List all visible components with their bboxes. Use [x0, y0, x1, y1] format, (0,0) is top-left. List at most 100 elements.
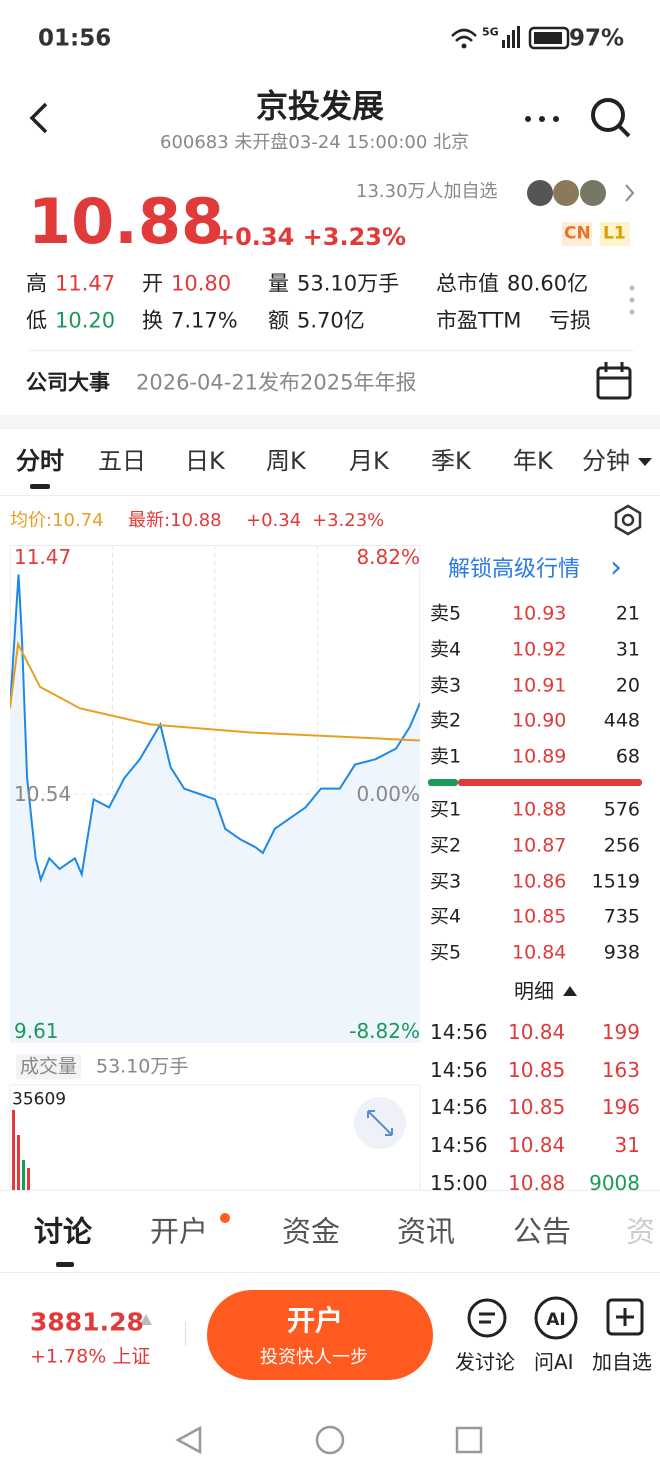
- trade-qty: 9008: [589, 1170, 640, 1195]
- book-price: 10.92: [512, 638, 567, 661]
- chevron[interactable]: ›: [610, 550, 622, 585]
- trade-time: 14:56: [430, 1133, 488, 1158]
- chart-tab: 分钟: [582, 447, 630, 475]
- button-sub: 投资快人一步: [260, 1347, 368, 1368]
- stat-value: 10.80: [171, 271, 232, 296]
- trades-title: 明细: [514, 979, 554, 1003]
- title: 京投发展: [256, 87, 385, 125]
- book-qty: 20: [615, 674, 640, 697]
- latest-price: 最新:10.88: [128, 510, 222, 531]
- y2-tick-label: 8.82%: [356, 545, 420, 569]
- network: 5G: [482, 25, 499, 39]
- book-price: 10.88: [512, 798, 567, 821]
- status-time: 01:56: [38, 25, 112, 52]
- price-line: [10, 574, 420, 883]
- y-tick-label: 9.61: [14, 1019, 59, 1043]
- book-qty: 31: [615, 638, 640, 661]
- book-price: 10.89: [512, 745, 567, 768]
- subtitle: 600683 未开盘03-24 15:00:00 北京: [160, 132, 470, 153]
- book-price: 10.87: [512, 834, 567, 857]
- y-tick-label: 11.47: [14, 545, 72, 569]
- trade-qty: 163: [601, 1057, 640, 1082]
- trade-price: 10.85: [508, 1095, 566, 1120]
- index-change: +1.78% 上证: [30, 1345, 151, 1368]
- stat-label: 换: [142, 308, 163, 333]
- book-price: 10.84: [512, 941, 567, 964]
- book-qty: 256: [603, 834, 640, 857]
- trade-price: 10.88: [508, 1170, 566, 1195]
- chart-tab: 年K: [513, 447, 553, 475]
- stat-label: 量: [268, 271, 289, 296]
- price-area: [10, 574, 420, 1043]
- stat-label: 开: [142, 271, 163, 296]
- open-account-button: 开户: [287, 1304, 344, 1337]
- book-label: 买5: [430, 941, 462, 964]
- book-price: 10.85: [512, 905, 567, 928]
- trade-price: 10.85: [508, 1057, 566, 1082]
- index-value: 3881.28: [30, 1307, 144, 1337]
- trade-time: 14:56: [430, 1057, 488, 1082]
- trade-qty: 196: [601, 1095, 640, 1120]
- chart-tab: 月K: [349, 447, 389, 475]
- stat-label: 高: [26, 271, 47, 296]
- book-label: 卖2: [430, 709, 462, 732]
- volume-label: 成交量: [16, 1054, 82, 1080]
- divider: [28, 350, 634, 351]
- book-label: 卖5: [430, 602, 462, 625]
- stat-value: 80.60亿: [507, 271, 589, 296]
- book-label: 卖4: [430, 638, 462, 661]
- stat-label: 总市值: [436, 271, 499, 296]
- book-qty: 448: [603, 709, 640, 732]
- stat-value: 7.17%: [171, 308, 238, 333]
- bottom-tab: 资金: [282, 1214, 341, 1249]
- book-price: 10.93: [512, 602, 567, 625]
- trade-qty: 199: [601, 1020, 640, 1044]
- bottom-tab: 资讯: [397, 1214, 456, 1249]
- event-label: 公司大事: [26, 370, 110, 395]
- chart-tab: 季K: [431, 447, 471, 475]
- book-label: 买1: [430, 798, 462, 821]
- volume-max: 35609: [12, 1089, 67, 1110]
- badge: CN: [564, 223, 591, 244]
- stat-value: 11.47: [55, 271, 116, 296]
- legend-pct: +3.23%: [312, 510, 385, 531]
- stat-label: 低: [26, 308, 47, 333]
- book-price: 10.91: [512, 674, 567, 697]
- y-tick-label: 10.54: [14, 782, 72, 806]
- y2-tick-label: 0.00%: [356, 782, 420, 806]
- intraday-chart: [10, 545, 420, 1043]
- avg-price: 均价:10.74: [10, 510, 104, 531]
- badge: L1: [603, 223, 626, 244]
- stat-value: 53.10万手: [297, 271, 400, 296]
- book-label: 买4: [430, 905, 462, 928]
- chart-tab: 周K: [266, 447, 306, 475]
- volume-total: 53.10万手: [96, 1055, 189, 1078]
- divider: [0, 495, 660, 496]
- trade-price: 10.84: [508, 1020, 566, 1044]
- unlock: 解锁高级行情: [448, 557, 581, 582]
- trade-time: 15:00: [430, 1170, 488, 1195]
- chart-tab: 分时: [16, 447, 64, 475]
- book-price: 10.90: [512, 709, 567, 732]
- legend-change: +0.34: [246, 510, 302, 531]
- stat-value: 10.20: [55, 308, 116, 333]
- trade-price: 10.84: [508, 1133, 566, 1158]
- bottom-tab: 资: [626, 1214, 656, 1249]
- trade-time: 14:56: [430, 1020, 488, 1044]
- chart-tab: 日K: [185, 447, 225, 475]
- battery: 97%: [568, 25, 624, 52]
- book-qty: 68: [615, 745, 640, 768]
- chart-tab: 五日: [98, 447, 146, 475]
- followers: 13.30万人加自选: [356, 181, 498, 202]
- action-label: 问AI: [534, 1350, 574, 1374]
- action-label: 加自选: [592, 1350, 652, 1374]
- bottom-tab: 公告: [513, 1214, 572, 1249]
- stat-label: 市盈TTM: [436, 308, 522, 333]
- book-qty: 938: [603, 941, 640, 964]
- book-label: 买3: [430, 870, 462, 893]
- trade-time: 14:56: [430, 1095, 488, 1120]
- trade-qty: 31: [614, 1133, 640, 1158]
- price: 10.88: [28, 185, 225, 258]
- price-change: +0.34 +3.23%: [215, 223, 407, 251]
- book-qty: 735: [603, 905, 640, 928]
